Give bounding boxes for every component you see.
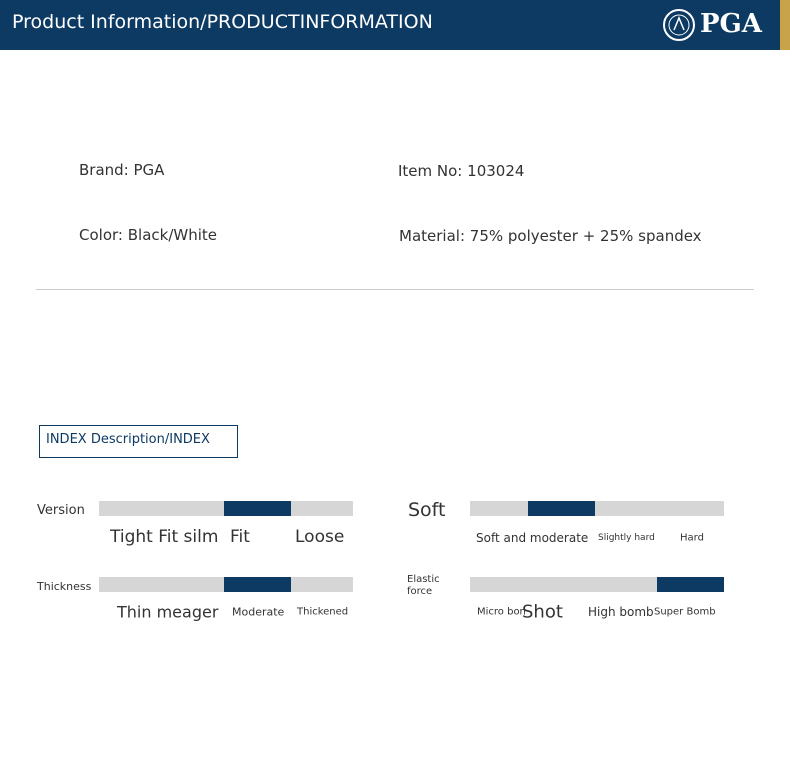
- scale-option: Slightly hard: [598, 533, 655, 543]
- index-title: INDEX Description/INDEX: [46, 432, 210, 447]
- scale-option: Fit: [230, 527, 250, 547]
- header-accent: [780, 0, 790, 50]
- scale-option: Loose: [295, 527, 345, 547]
- scale-option: Thin meager: [117, 602, 219, 622]
- scale-selected: [657, 577, 724, 592]
- logo-emblem: [663, 9, 695, 41]
- header-title: Product Information/PRODUCTINFORMATION: [12, 11, 433, 33]
- scale-label: Soft: [408, 499, 446, 521]
- scale-option: Soft and moderate: [476, 531, 589, 545]
- scale-option: High bomb: [588, 605, 654, 619]
- scale-option: Micro bon: [477, 606, 526, 618]
- scale-segment: [585, 577, 657, 592]
- scale-segment: [291, 577, 353, 592]
- scale-selected: [224, 577, 291, 592]
- info-item: Brand: PGA: [79, 161, 165, 179]
- scale-option: Moderate: [232, 605, 285, 619]
- info-item: Item No: 103024: [398, 162, 525, 180]
- scale-label: Thickness: [37, 580, 92, 593]
- scale-segment: [520, 577, 585, 592]
- scale-option: Shot: [522, 601, 563, 623]
- scale-segment: [470, 501, 528, 516]
- scale-segment: [99, 501, 224, 516]
- scale-selected: [528, 501, 595, 516]
- scale-option: Super Bomb: [654, 606, 716, 618]
- scale-label: Version: [37, 503, 85, 518]
- header-bar: [0, 0, 780, 50]
- scale-segment: [470, 577, 520, 592]
- scale-selected: [224, 501, 291, 516]
- scale-segment: [99, 577, 224, 592]
- scale-option: Thickened: [297, 606, 349, 618]
- scale-segment: [595, 501, 724, 516]
- scale-label: Elastic force: [407, 574, 440, 597]
- info-item: Material: 75% polyester + 25% spandex: [399, 227, 702, 245]
- logo-text: PGA: [700, 9, 762, 39]
- scale-option: Hard: [680, 532, 704, 544]
- divider: [36, 289, 754, 290]
- info-item: Color: Black/White: [79, 226, 217, 244]
- scale-option: Tight Fit silm: [110, 527, 219, 547]
- index-box: [39, 425, 238, 458]
- scale-segment: [291, 501, 353, 516]
